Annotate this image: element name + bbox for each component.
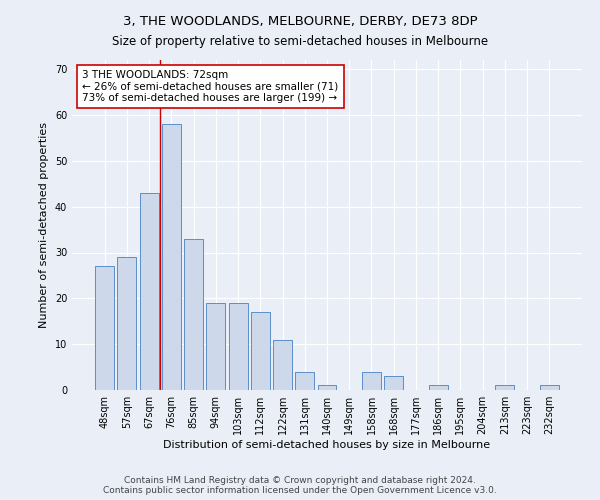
Bar: [95, 266, 114, 390]
Text: 3, THE WOODLANDS, MELBOURNE, DERBY, DE73 8DP: 3, THE WOODLANDS, MELBOURNE, DERBY, DE73…: [122, 15, 478, 28]
Bar: [540, 386, 559, 390]
Bar: [206, 303, 225, 390]
Bar: [317, 386, 337, 390]
Bar: [229, 303, 248, 390]
Bar: [496, 386, 514, 390]
Bar: [273, 340, 292, 390]
Bar: [295, 372, 314, 390]
Bar: [184, 239, 203, 390]
X-axis label: Distribution of semi-detached houses by size in Melbourne: Distribution of semi-detached houses by …: [163, 440, 491, 450]
Bar: [251, 312, 270, 390]
Bar: [162, 124, 181, 390]
Text: Size of property relative to semi-detached houses in Melbourne: Size of property relative to semi-detach…: [112, 35, 488, 48]
Y-axis label: Number of semi-detached properties: Number of semi-detached properties: [39, 122, 49, 328]
Text: Contains HM Land Registry data © Crown copyright and database right 2024.
Contai: Contains HM Land Registry data © Crown c…: [103, 476, 497, 495]
Bar: [140, 193, 158, 390]
Bar: [118, 257, 136, 390]
Bar: [384, 376, 403, 390]
Bar: [429, 386, 448, 390]
Text: 3 THE WOODLANDS: 72sqm
← 26% of semi-detached houses are smaller (71)
73% of sem: 3 THE WOODLANDS: 72sqm ← 26% of semi-det…: [82, 70, 338, 103]
Bar: [362, 372, 381, 390]
